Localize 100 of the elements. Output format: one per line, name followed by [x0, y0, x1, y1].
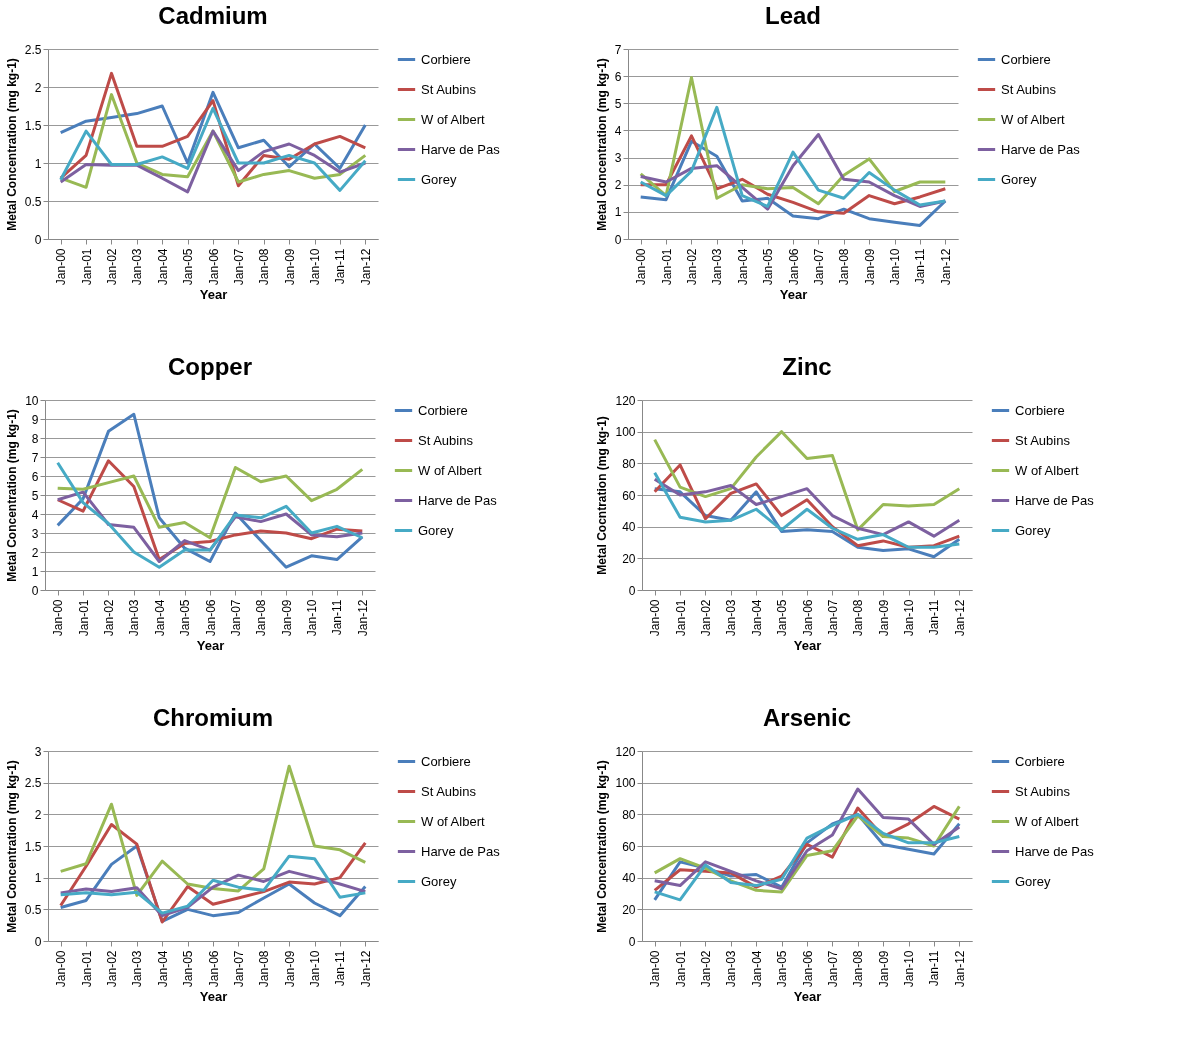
x-tick-label: Jan-00 — [634, 248, 649, 286]
chart-title: Cadmium — [158, 2, 268, 29]
x-tick-label: Jan-06 — [206, 950, 221, 988]
y-tick-label: 0 — [34, 232, 42, 247]
y-tick-label: 5 — [31, 488, 39, 503]
x-tick-label: Jan-06 — [786, 248, 801, 286]
y-tick-label: 2 — [31, 545, 39, 560]
chart-title: Chromium — [153, 704, 273, 731]
x-tick-label: Jan-02 — [698, 950, 713, 988]
legend-label: Corbiere — [421, 753, 471, 769]
y-tick-label: 3 — [31, 526, 39, 541]
y-tick-label: 1 — [31, 564, 39, 579]
y-tick-label: 0 — [34, 934, 42, 949]
x-tick-label: Jan-01 — [76, 599, 91, 637]
x-tick-label: Jan-08 — [851, 950, 866, 988]
x-tick-label: Jan-04 — [152, 599, 167, 637]
chart-title: Copper — [168, 353, 252, 380]
line-series — [639, 105, 947, 208]
x-axis-title: Year — [793, 638, 822, 654]
x-tick-label: Jan-09 — [862, 248, 877, 286]
x-tick-label: Jan-12 — [358, 950, 373, 988]
y-tick-label: 2 — [34, 80, 42, 95]
y-tick-label: 100 — [615, 776, 636, 791]
legend-label: St Aubins — [1001, 81, 1057, 97]
x-tick-label: Jan-02 — [684, 248, 699, 286]
x-tick-label: Jan-05 — [775, 599, 790, 637]
legend-label: St Aubins — [1015, 432, 1071, 448]
x-tick-label: Jan-09 — [876, 599, 891, 637]
x-tick-label: Jan-08 — [851, 599, 866, 637]
x-tick-label: Jan-11 — [927, 950, 942, 987]
x-tick-label: Jan-01 — [659, 248, 674, 286]
y-tick-label: 120 — [615, 744, 636, 759]
legend-label: Harve de Pas — [1015, 843, 1095, 859]
legend-label: Corbiere — [421, 51, 471, 67]
x-tick-label: Jan-03 — [127, 599, 142, 637]
legend-label: Gorey — [421, 873, 457, 889]
legend-label: St Aubins — [1015, 783, 1071, 799]
y-tick-label: 5 — [614, 96, 622, 111]
x-tick-label: Jan-03 — [724, 950, 739, 988]
chart-title: Lead — [764, 2, 822, 29]
x-tick-label: Jan-00 — [648, 950, 663, 988]
x-tick-label: Jan-03 — [710, 248, 725, 286]
x-tick-label: Jan-08 — [257, 950, 272, 988]
x-axis-title: Year — [199, 989, 228, 1005]
x-axis-title: Year — [196, 638, 225, 654]
y-tick-label: 40 — [622, 520, 636, 535]
legend-label: W of Albert — [418, 462, 482, 478]
x-tick-label: Jan-07 — [231, 950, 246, 988]
x-tick-label: Jan-06 — [203, 599, 218, 637]
y-axis-title: Metal Concentration (mg kg-1) — [4, 58, 19, 231]
y-tick-label: 4 — [614, 123, 622, 138]
legend-label: Corbiere — [418, 402, 468, 418]
x-tick-label: Jan-07 — [228, 599, 243, 637]
y-tick-label: 1 — [34, 871, 42, 886]
y-tick-label: 1.5 — [24, 839, 42, 854]
x-tick-label: Jan-00 — [54, 950, 69, 988]
legend-label: Harve de Pas — [421, 141, 501, 157]
y-tick-label: 0.5 — [24, 902, 42, 917]
y-tick-label: 3 — [614, 151, 622, 166]
x-tick-label: Jan-05 — [181, 248, 196, 286]
x-tick-label: Jan-02 — [698, 599, 713, 637]
y-axis-title: Metal Concentration (mg kg-1) — [5, 409, 20, 582]
line-series — [59, 854, 367, 915]
y-tick-label: 3 — [34, 744, 42, 759]
x-tick-label: Jan-10 — [902, 599, 917, 637]
x-tick-label: Jan-10 — [308, 248, 323, 286]
x-tick-label: Jan-09 — [282, 950, 297, 988]
y-tick-label: 100 — [615, 425, 636, 440]
y-axis-title: Metal Cocntration (mg kg-1) — [595, 416, 610, 575]
legend-label: W of Albert — [1015, 813, 1079, 829]
y-tick-label: 1 — [614, 205, 622, 220]
x-tick-label: Jan-04 — [749, 599, 764, 637]
x-tick-label: Jan-06 — [800, 950, 815, 988]
y-tick-label: 0 — [628, 934, 636, 949]
legend-label: St Aubins — [421, 783, 477, 799]
x-tick-label: Jan-11 — [333, 950, 348, 987]
x-tick-label: Jan-04 — [155, 950, 170, 988]
line-series — [56, 465, 364, 540]
x-tick-label: Jan-08 — [837, 248, 852, 286]
legend-label: Harve de Pas — [1001, 141, 1081, 157]
x-tick-label: Jan-01 — [673, 599, 688, 637]
x-tick-label: Jan-04 — [735, 248, 750, 286]
y-tick-label: 1.5 — [24, 118, 42, 133]
legend-label: Gorey — [421, 171, 457, 187]
legend-label: W of Albert — [1015, 462, 1079, 478]
x-tick-label: Jan-10 — [308, 950, 323, 988]
y-tick-label: 2.5 — [24, 776, 42, 791]
y-axis-title: Metal Concentration (mg kg-1) — [595, 760, 610, 933]
y-tick-label: 1 — [34, 156, 42, 171]
legend-label: Harve de Pas — [421, 843, 501, 859]
line-series — [653, 477, 961, 538]
x-tick-label: Jan-00 — [54, 248, 69, 286]
x-tick-label: Jan-00 — [51, 599, 66, 637]
y-tick-label: 120 — [615, 393, 636, 408]
x-tick-label: Jan-07 — [811, 248, 826, 286]
legend-label: St Aubins — [421, 81, 477, 97]
chart-title: Arsenic — [762, 704, 852, 731]
y-tick-label: 2 — [34, 807, 42, 822]
legend-label: Harve de Pas — [418, 492, 498, 508]
x-tick-label: Jan-10 — [902, 950, 917, 988]
